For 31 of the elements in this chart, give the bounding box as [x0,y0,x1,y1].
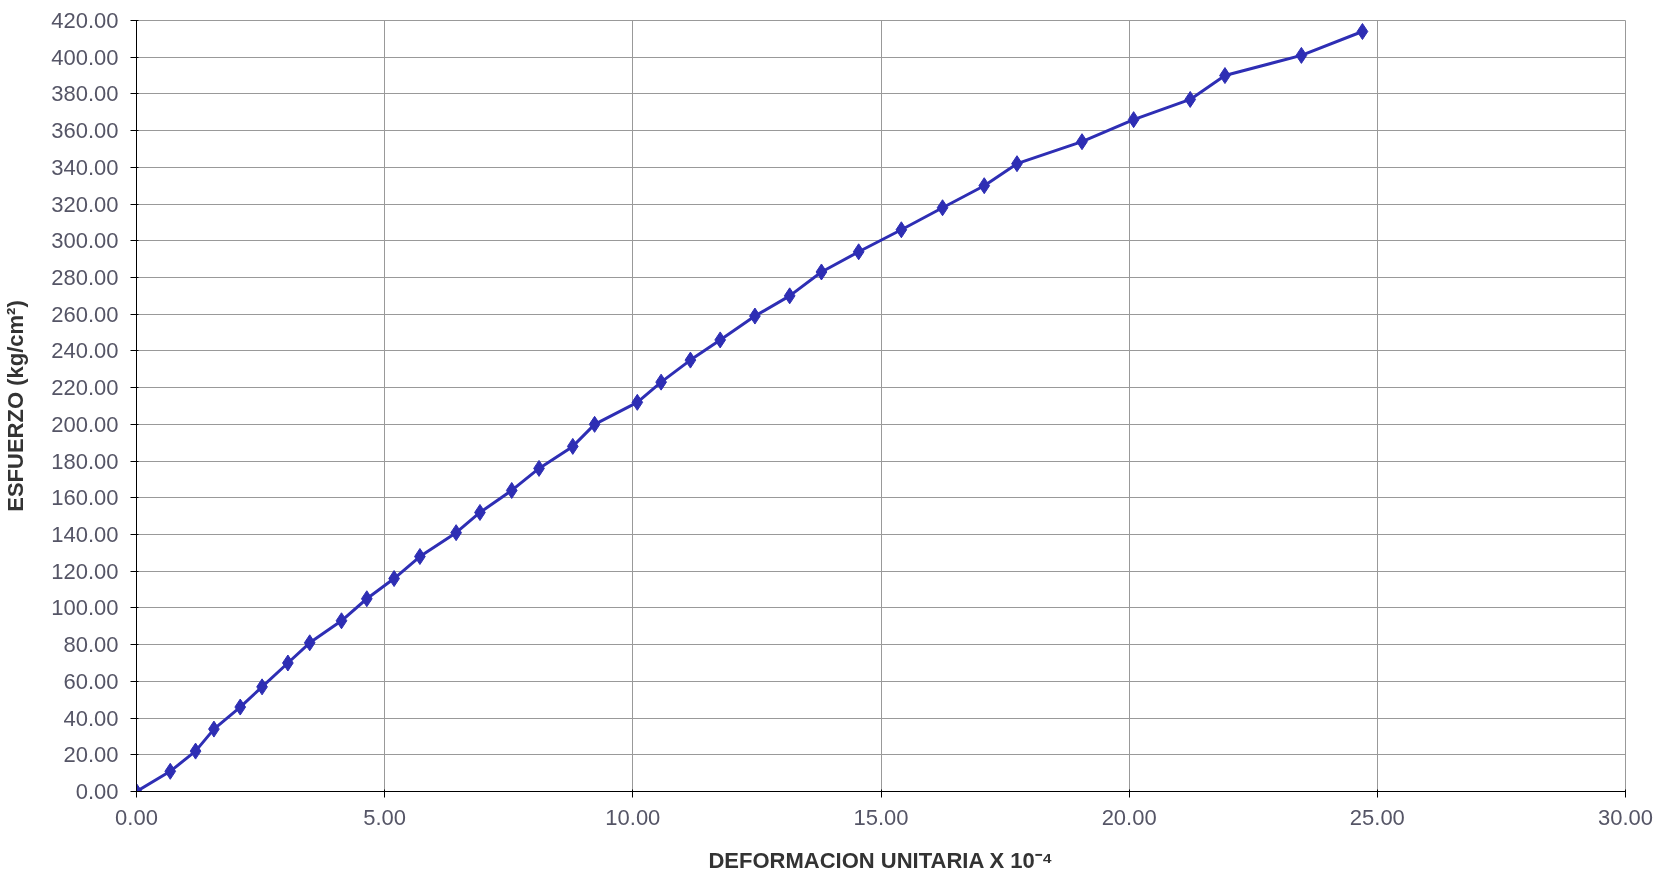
x-axis-title: DEFORMACION UNITARIA X 10⁻⁴ [708,847,1053,873]
x-tick-label: 20.00 [1101,804,1157,830]
x-tick-label: 30.00 [1597,804,1654,830]
y-tick-label: 60.00 [63,668,119,694]
y-tick-label: 140.00 [51,522,119,547]
y-tick-label: 420.00 [51,8,119,33]
y-tick-label: 0.00 [75,779,119,804]
y-axis-title: ESFUERZO (kg/cm²) [3,300,29,512]
x-tick-label: 10.00 [605,804,661,830]
y-tick-label: 320.00 [51,191,119,217]
x-tick-label: 25.00 [1349,804,1405,830]
y-tick-label: 200.00 [51,411,119,437]
y-tick-label: 260.00 [51,301,119,327]
y-tick-label: 300.00 [51,228,119,254]
y-tick-label: 280.00 [51,265,119,290]
y-tick-label: 360.00 [51,118,119,144]
y-tick-label: 340.00 [51,154,119,180]
y-tick-label: 380.00 [51,81,119,107]
y-tick-label: 220.00 [51,375,119,401]
y-tick-label: 400.00 [51,44,119,70]
y-tick-label: 160.00 [51,485,119,511]
x-tick-label: 5.00 [363,804,407,830]
y-tick-label: 80.00 [63,632,119,658]
y-tick-label: 40.00 [63,705,119,731]
y-tick-label: 120.00 [51,558,119,584]
y-tick-label: 180.00 [51,448,119,474]
x-tick-label: 0.00 [115,804,158,830]
y-tick-label: 100.00 [51,595,119,621]
x-tick-label: 15.00 [853,804,909,830]
y-tick-label: 20.00 [63,742,119,768]
y-tick-label: 240.00 [51,338,119,364]
